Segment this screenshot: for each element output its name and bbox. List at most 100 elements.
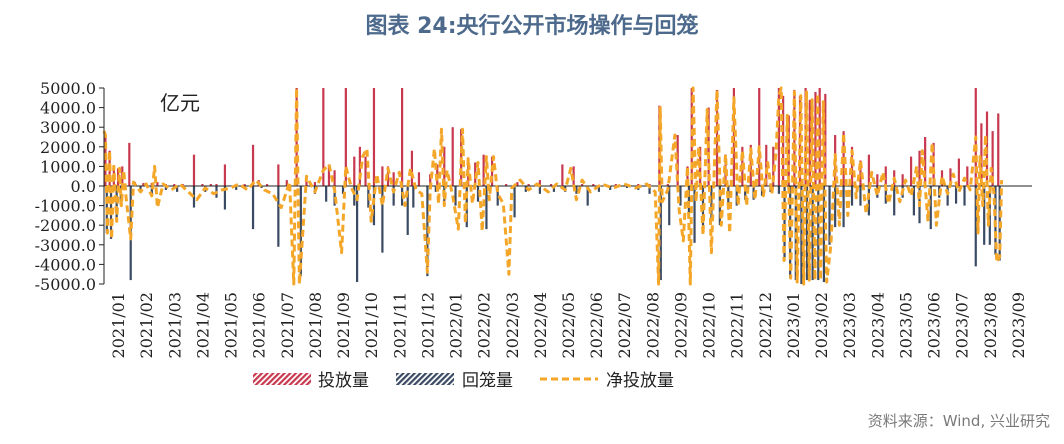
injection-bar bbox=[966, 166, 969, 186]
y-tick-label: -4000.0 bbox=[35, 255, 96, 274]
withdrawal-bar bbox=[648, 186, 651, 194]
x-tick-label: 2022/05 bbox=[559, 292, 578, 358]
x-tick-label: 2023/09 bbox=[1009, 292, 1028, 358]
x-tick-label: 2022/08 bbox=[643, 292, 662, 358]
injection-bar bbox=[372, 88, 376, 186]
withdrawal-bar bbox=[325, 186, 328, 202]
injection-bar bbox=[364, 156, 367, 186]
withdrawal-bar bbox=[800, 186, 803, 284]
injection-bar bbox=[327, 164, 331, 186]
x-tick-label: 2022/09 bbox=[671, 292, 690, 358]
plot-area bbox=[102, 86, 1032, 286]
x-tick-label: 2023/08 bbox=[981, 292, 1000, 358]
withdrawal-bar bbox=[223, 186, 227, 210]
withdrawal-bar bbox=[817, 186, 820, 281]
injection-bar bbox=[201, 184, 204, 186]
injection-bar bbox=[884, 166, 887, 186]
withdrawal-bar bbox=[884, 186, 887, 204]
withdrawal-bar bbox=[476, 186, 480, 202]
injection-bar bbox=[251, 144, 255, 186]
x-tick-label: 2023/01 bbox=[784, 292, 803, 358]
withdrawal-bar bbox=[372, 186, 376, 226]
withdrawal-bar bbox=[277, 186, 280, 247]
withdrawal-bar bbox=[659, 186, 662, 281]
withdrawal-bar bbox=[912, 186, 915, 216]
withdrawal-bar bbox=[139, 186, 142, 192]
legend-label-injection: 投放量 bbox=[318, 371, 369, 391]
injection-bar bbox=[818, 88, 821, 186]
withdrawal-bar bbox=[850, 186, 854, 206]
withdrawal-bar bbox=[859, 186, 862, 206]
legend-label-withdrawal: 回笼量 bbox=[462, 371, 513, 391]
injection-bar bbox=[215, 184, 218, 186]
injection-bar bbox=[924, 137, 927, 186]
withdrawal-bar bbox=[353, 186, 356, 206]
injection-bar bbox=[676, 135, 679, 186]
x-tick-label: 2021/06 bbox=[250, 292, 269, 358]
x-tick-label: 2022/11 bbox=[728, 292, 747, 358]
withdrawal-bar bbox=[192, 186, 196, 208]
injection-bar bbox=[918, 150, 921, 186]
x-tick-label: 2022/12 bbox=[756, 292, 775, 358]
injection-bar bbox=[637, 184, 640, 186]
withdrawal-bar bbox=[552, 186, 556, 192]
legend-label-net: 净投放量 bbox=[606, 371, 674, 391]
x-tick-label: 2021/09 bbox=[334, 292, 353, 358]
legend-swatch-withdrawal bbox=[396, 373, 454, 385]
injection-bar bbox=[516, 182, 519, 186]
withdrawal-bar bbox=[115, 186, 118, 222]
injection-bar bbox=[909, 156, 913, 186]
injection-bar bbox=[243, 184, 246, 186]
injection-bar bbox=[614, 184, 617, 186]
injection-bar bbox=[527, 184, 530, 186]
withdrawal-bar bbox=[164, 186, 167, 190]
injection-bar bbox=[443, 146, 446, 186]
injection-bar bbox=[322, 88, 325, 186]
unit-label: 亿元 bbox=[160, 91, 200, 115]
x-tick-label: 2022/07 bbox=[615, 292, 634, 358]
x-tick-label: 2022/10 bbox=[700, 292, 719, 358]
injection-bar bbox=[957, 158, 960, 186]
withdrawal-bar bbox=[929, 186, 932, 230]
withdrawal-bar bbox=[586, 186, 589, 206]
withdrawal-bar bbox=[679, 186, 682, 206]
injection-bar bbox=[344, 88, 347, 186]
legend-swatch-injection bbox=[253, 373, 311, 385]
withdrawal-bar bbox=[260, 186, 263, 188]
injection-bar bbox=[804, 88, 807, 186]
withdrawal-bar bbox=[954, 186, 958, 204]
injection-bar bbox=[429, 174, 432, 186]
injection-bar bbox=[266, 184, 269, 186]
withdrawal-bar bbox=[625, 186, 629, 188]
x-tick-label: 2022/03 bbox=[503, 292, 522, 358]
injection-bar bbox=[592, 184, 595, 186]
injection-bar bbox=[313, 182, 317, 186]
axes: 5000.04000.03000.02000.01000.00.0-1000.0… bbox=[35, 79, 1028, 358]
withdrawal-bar bbox=[575, 186, 578, 194]
y-tick-label: 5000.0 bbox=[40, 79, 96, 98]
withdrawal-bar bbox=[299, 186, 302, 277]
withdrawal-bar bbox=[597, 186, 601, 192]
withdrawal-bar bbox=[867, 186, 870, 216]
y-tick-label: -5000.0 bbox=[35, 275, 96, 294]
injection-bar bbox=[808, 99, 811, 186]
injection-bars bbox=[104, 88, 1000, 186]
injection-bar bbox=[482, 154, 485, 186]
net-injection-line bbox=[102, 86, 1004, 286]
injection-bar bbox=[932, 142, 935, 186]
x-tick-label: 2022/01 bbox=[447, 292, 466, 358]
y-tick-label: 0.0 bbox=[71, 177, 96, 196]
withdrawal-bar bbox=[333, 186, 336, 206]
x-tick-label: 2022/06 bbox=[587, 292, 606, 358]
injection-bar bbox=[277, 164, 280, 186]
x-tick-label: 2023/07 bbox=[953, 292, 972, 358]
x-tick-label: 2021/03 bbox=[165, 292, 184, 358]
y-tick-label: -1000.0 bbox=[35, 197, 96, 216]
x-tick-label: 2021/02 bbox=[137, 292, 156, 358]
withdrawal-bars bbox=[105, 186, 1001, 284]
withdrawal-bar bbox=[974, 186, 977, 267]
injection-bar bbox=[417, 172, 421, 186]
withdrawal-bar bbox=[609, 186, 612, 190]
injection-bar bbox=[814, 91, 817, 186]
withdrawal-bar bbox=[434, 186, 437, 192]
